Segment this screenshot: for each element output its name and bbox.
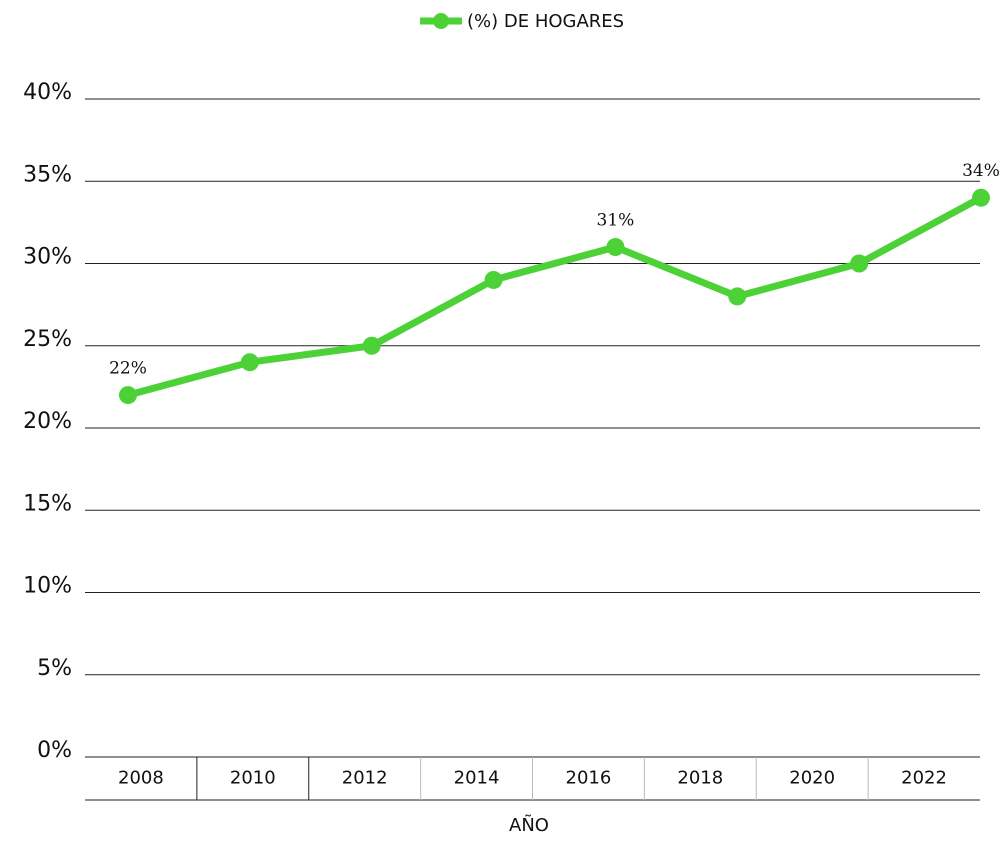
legend-marker xyxy=(433,13,449,29)
value-label: 34% xyxy=(962,161,1000,181)
point xyxy=(728,287,747,306)
line xyxy=(127,194,983,399)
point xyxy=(606,238,625,257)
x-axis-label: AÑO xyxy=(509,814,549,836)
y-tick-label: 5% xyxy=(37,656,72,681)
x-tick-label: 2016 xyxy=(566,768,612,789)
x-tick-label: 2014 xyxy=(454,768,500,789)
point xyxy=(362,336,381,355)
point xyxy=(484,270,503,289)
point xyxy=(119,386,137,405)
y-tick-label: 15% xyxy=(23,491,72,516)
x-tick-label: 2022 xyxy=(901,768,947,789)
y-tick-label: 40% xyxy=(23,80,72,105)
point xyxy=(240,353,259,372)
y-tick-label: 0% xyxy=(37,738,72,763)
y-tick-label: 10% xyxy=(23,574,72,599)
point xyxy=(972,188,990,207)
legend-label: (%) DE HOGARES xyxy=(467,11,624,32)
x-tick-label: 2018 xyxy=(677,768,723,789)
y-tick-label: 25% xyxy=(23,327,72,352)
value-label: 31% xyxy=(597,211,635,231)
y-tick-label: 20% xyxy=(23,409,72,434)
x-tick-label: 2010 xyxy=(230,768,276,789)
y-tick-label: 30% xyxy=(23,245,72,270)
y-tick-label: 35% xyxy=(23,162,72,187)
value-label: 22% xyxy=(109,359,147,379)
x-tick-label: 2020 xyxy=(789,768,835,789)
point xyxy=(850,254,869,273)
x-tick-label: 2012 xyxy=(342,768,388,789)
x-tick-label: 2008 xyxy=(118,768,164,789)
